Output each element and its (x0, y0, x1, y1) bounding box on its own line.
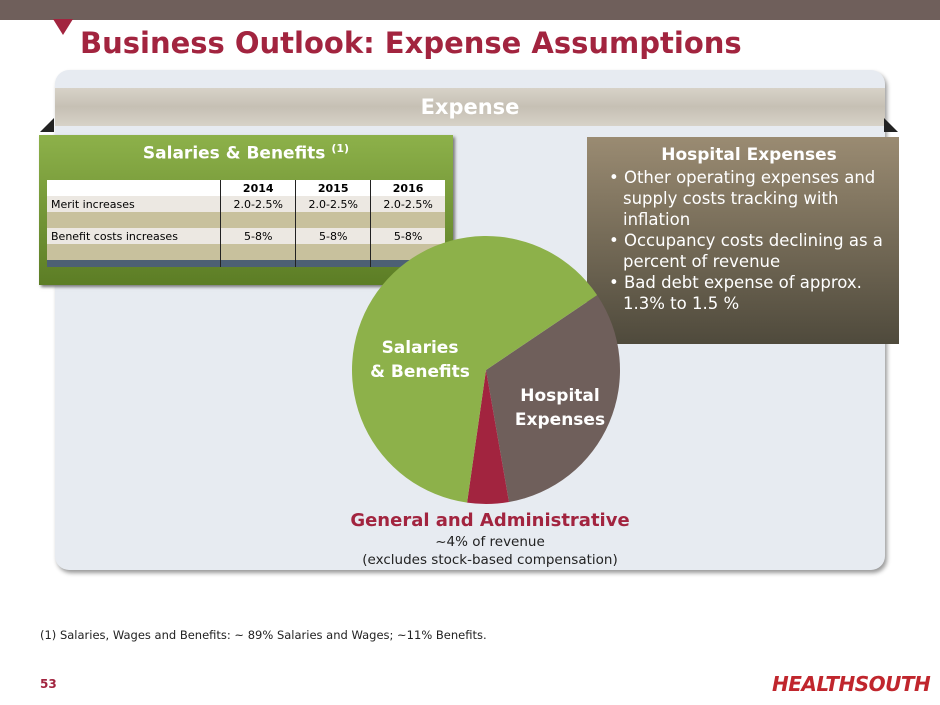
corner-left (40, 118, 54, 132)
salaries-title: Salaries & Benefits (1) (39, 142, 453, 164)
salaries-title-text: Salaries & Benefits (142, 143, 326, 164)
cell: Benefit costs increases (47, 228, 221, 244)
label-line: Salaries (381, 338, 459, 358)
top-bar (0, 0, 940, 20)
cell: 2.0-2.5% (220, 196, 296, 212)
title-marker-icon (53, 19, 73, 35)
th: 2014 (220, 180, 296, 196)
cell: 2.0-2.5% (370, 196, 445, 212)
hospital-box: Hospital Expenses • Other operating expe… (587, 137, 899, 344)
label-line: Expenses (514, 410, 606, 430)
ga-line1: ~4% of revenue (435, 534, 545, 550)
expense-heading: Expense (420, 95, 520, 119)
footnote: (1) Salaries, Wages and Benefits: ~ 89% … (40, 628, 487, 642)
th: 2016 (370, 180, 445, 196)
salaries-table: 2014 2015 2016 Merit increases 2.0-2.5% 2.0-… (47, 180, 445, 267)
pie-slice-general-and-administrative (467, 370, 509, 505)
label-line: Hospital (520, 386, 600, 406)
cell: 5-8% (220, 228, 296, 244)
expense-band: Expense (55, 88, 885, 126)
footnote-ref: (1) (331, 142, 350, 155)
bullet: • Other operating expenses and supply co… (609, 168, 876, 229)
healthsouth-logo: HEALTHSOUTH (772, 672, 931, 696)
hospital-title: Hospital Expenses (661, 145, 837, 165)
pie-slice-hospital-expenses (486, 295, 620, 503)
th (47, 180, 221, 196)
th: 2015 (295, 180, 371, 196)
pie-label-hospital: Hospital Expenses (505, 384, 615, 432)
label-line: & Benefits (370, 362, 470, 382)
salaries-box: Salaries & Benefits (1) 2014 2015 2016 Mer… (39, 135, 453, 285)
pie-slice-salaries-benefits (352, 236, 598, 503)
bullet: • Occupancy costs declining as a percent… (609, 231, 883, 271)
slide-title: Business Outlook: Expense Assumptions (80, 26, 742, 60)
table-row: Merit increases 2.0-2.5% 2.0-2.5% 2.0-2.5% (47, 196, 445, 212)
pie-label-salaries: Salaries & Benefits (355, 336, 485, 384)
cell: 5-8% (370, 228, 445, 244)
ga-line2: (excludes stock-based compensation) (362, 552, 618, 568)
table-row: Benefit costs increases 5-8% 5-8% 5-8% (47, 228, 445, 244)
ga-title: General and Administrative (350, 510, 630, 531)
page-number: 53 (40, 677, 57, 691)
bullet: • Bad debt expense of approx. 1.3% to 1.… (609, 273, 862, 313)
cell: 5-8% (295, 228, 371, 244)
cell: 2.0-2.5% (295, 196, 371, 212)
corner-right (884, 118, 898, 132)
cell: Merit increases (47, 196, 221, 212)
